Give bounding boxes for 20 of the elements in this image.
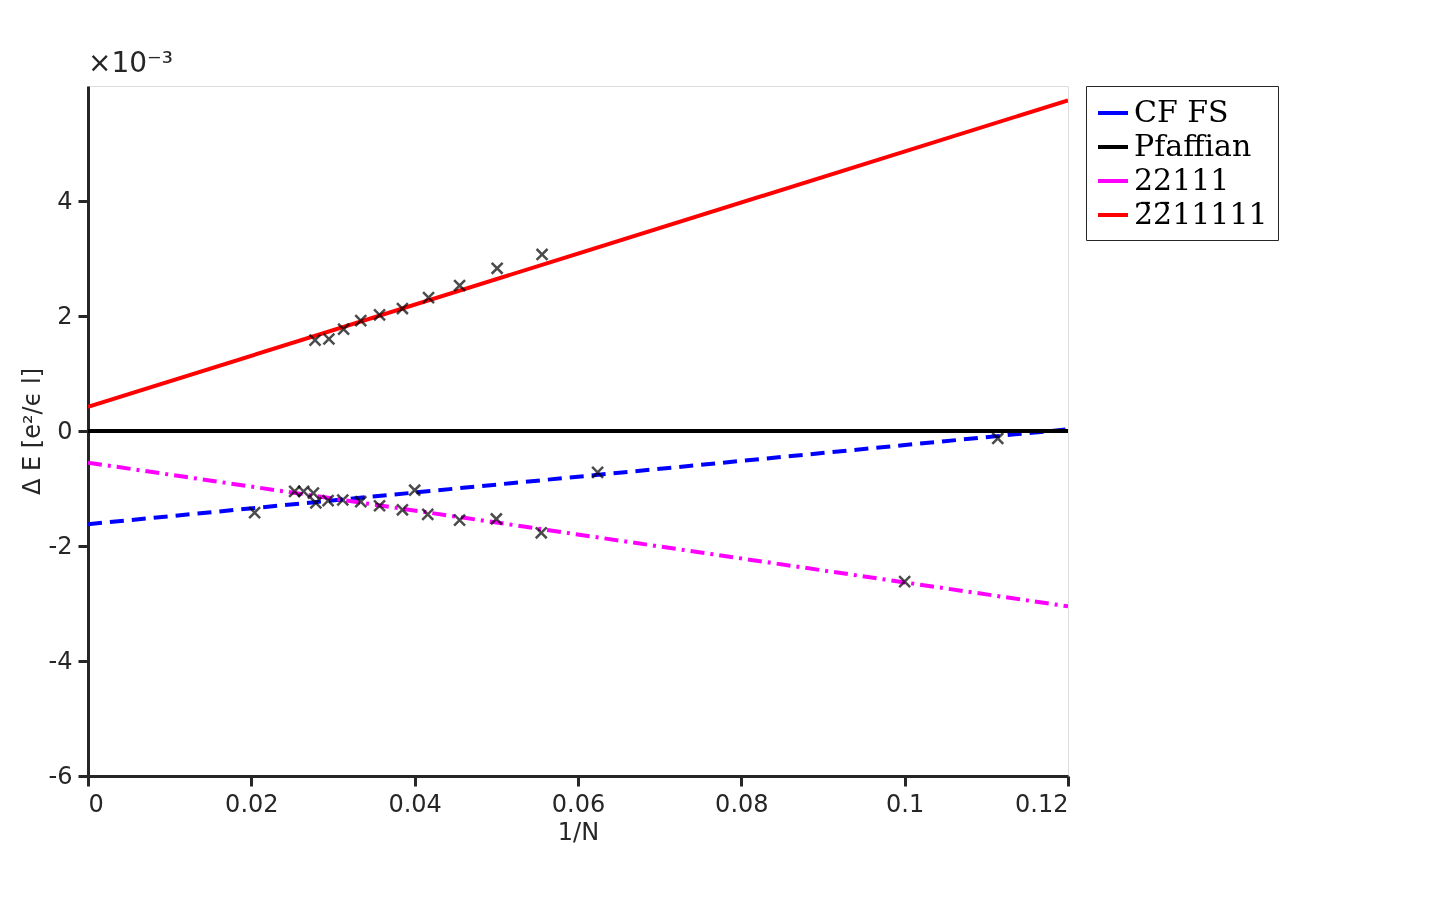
x-tick-label: 0: [88, 789, 104, 818]
x-tick-label: 0.06: [551, 789, 606, 818]
y-tick-label: 0: [57, 416, 73, 445]
y-tick-label: -4: [48, 646, 73, 675]
x-axis-title: 1/N: [557, 817, 600, 846]
legend-label: 22111: [1134, 162, 1230, 197]
y-tick-label: 2: [57, 301, 73, 330]
x-tick-label: 0.04: [388, 789, 442, 818]
y-tick-label: -6: [48, 761, 73, 790]
y-tick-label: -2: [48, 531, 73, 560]
x-tick-label: 0.1: [886, 789, 925, 818]
x-tick-label: 0.08: [715, 789, 769, 818]
x-tick-label: 0.02: [225, 789, 279, 818]
legend-label: CF FS: [1134, 94, 1229, 129]
text: ×10⁻³: [88, 46, 174, 79]
y-axis-title: Δ E [e²/ϵ l]: [17, 367, 46, 496]
x-tick-label: 0.12: [1015, 789, 1069, 818]
legend-label: Pfaffian: [1134, 128, 1252, 163]
y-tick-label: 4: [57, 186, 73, 215]
legend-label: 2̄2̄11111: [1134, 196, 1268, 231]
